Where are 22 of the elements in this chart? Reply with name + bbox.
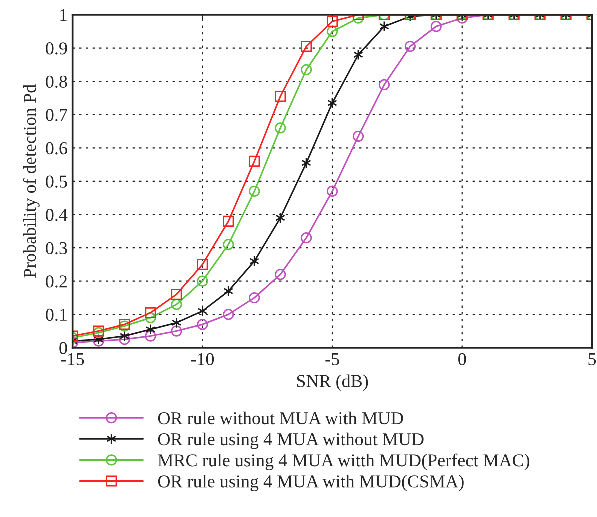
y-tick-label: 0.5: [46, 176, 68, 188]
x-axis-title: SNR (dB): [297, 374, 368, 392]
x-tick-label: -15: [61, 353, 84, 366]
y-tick-label: 0.2: [46, 276, 67, 288]
x-tick-label: 5: [588, 354, 596, 366]
x-tick-label: -5: [326, 354, 340, 366]
y-tick-label: 0.3: [46, 242, 68, 255]
y-tick-label: 0.1: [46, 308, 67, 322]
y-tick-label: 0.4: [46, 209, 68, 222]
y-tick-label: 0: [60, 342, 68, 354]
legend-label: MRC rule using 4 MUA witth MUD(Perfect MAC): [158, 454, 530, 470]
y-tick-label: 1: [60, 9, 67, 22]
y-tick-label: 0.9: [46, 42, 68, 55]
x-tick-label: -10: [191, 353, 214, 366]
y-tick-label: 0.7: [46, 109, 68, 122]
legend-label: OR rule using 4 MUA without MUD: [158, 432, 424, 450]
y-tick-label: 0.8: [46, 76, 68, 88]
legend-label: OR rule using 4 MUA with MUD(CSMA): [158, 475, 464, 492]
y-axis-title: Probability of detection Pd: [23, 84, 40, 278]
y-tick-label: 0.6: [46, 142, 68, 155]
legend-label: OR rule without MUA with MUD: [158, 412, 404, 425]
x-tick-label: 0: [458, 353, 466, 366]
